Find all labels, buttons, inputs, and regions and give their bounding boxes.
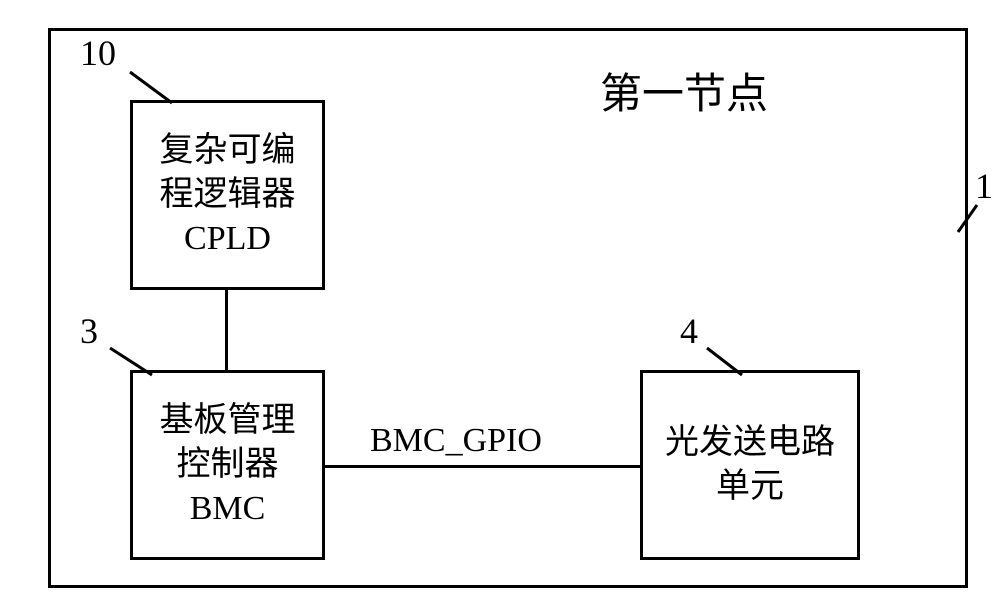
edge-cpld-bmc bbox=[225, 290, 228, 370]
ref-label-1: 1 bbox=[975, 165, 993, 207]
ref-label-3: 3 bbox=[80, 310, 98, 352]
node-cpld-label: 复杂可编 程逻辑器 CPLD bbox=[160, 129, 296, 262]
node-optical: 光发送电路 单元 bbox=[640, 370, 860, 560]
ref-label-4: 4 bbox=[680, 310, 698, 352]
node-cpld: 复杂可编 程逻辑器 CPLD bbox=[130, 100, 325, 290]
edge-bmc-optical bbox=[325, 465, 640, 468]
node-bmc: 基板管理 控制器 BMC bbox=[130, 370, 325, 560]
ref-label-10: 10 bbox=[80, 32, 116, 74]
edge-bmc-optical-label: BMC_GPIO bbox=[370, 422, 542, 460]
node-bmc-label: 基板管理 控制器 BMC bbox=[160, 399, 296, 532]
diagram-title: 第一节点 bbox=[600, 60, 768, 121]
node-optical-label: 光发送电路 单元 bbox=[665, 421, 835, 509]
